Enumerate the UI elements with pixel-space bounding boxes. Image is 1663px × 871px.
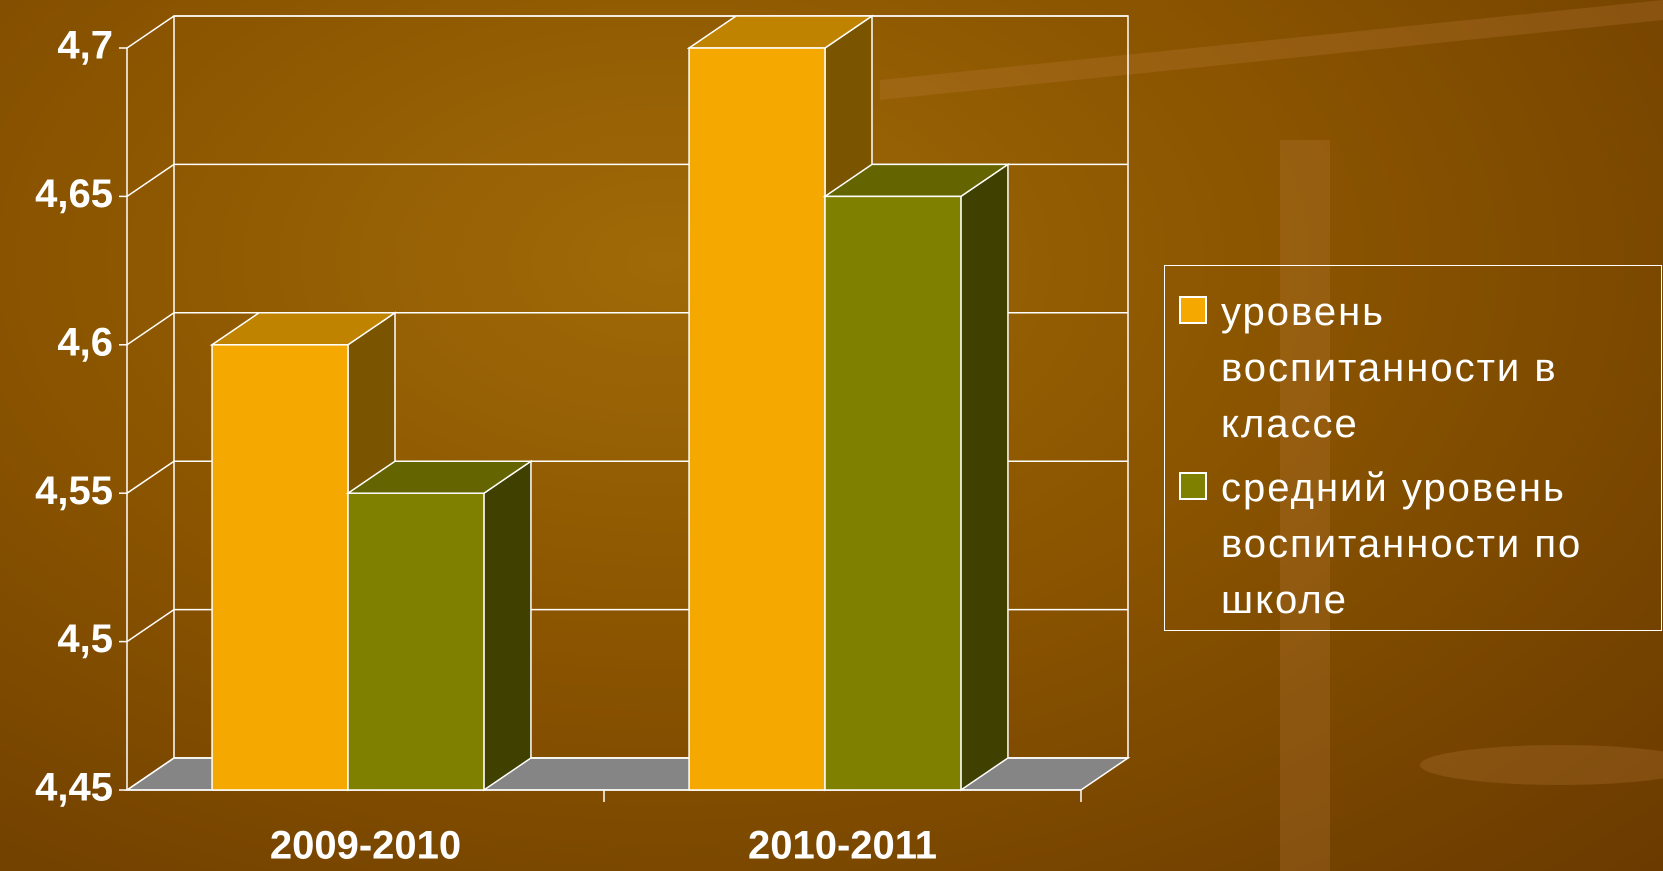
- page: 4,454,54,554,64,654,72009-20102010-2011 …: [0, 0, 1663, 871]
- y-tick-label: 4,6: [57, 320, 113, 364]
- y-tick-label: 4,45: [35, 766, 113, 810]
- bar-side: [961, 164, 1008, 790]
- legend-label: уровень воспитанности в классе: [1221, 284, 1651, 452]
- bar-side: [484, 461, 531, 790]
- legend-swatch: [1179, 472, 1207, 500]
- bar: [689, 48, 825, 790]
- grid-line: [127, 461, 174, 493]
- legend-label: средний уровень воспитанности по школе: [1221, 460, 1651, 628]
- y-tick-label: 4,7: [57, 24, 113, 68]
- grid-line: [127, 313, 174, 345]
- x-tick-label: 2010-2011: [748, 824, 937, 868]
- grid-line: [127, 16, 174, 48]
- legend-swatch: [1179, 296, 1207, 324]
- legend-item: уровень воспитанности в классе: [1179, 284, 1651, 452]
- grid-line: [127, 610, 174, 642]
- legend-item: средний уровень воспитанности по школе: [1179, 460, 1651, 628]
- grid-line: [127, 164, 174, 196]
- x-tick-label: 2009-2010: [270, 824, 461, 868]
- y-tick-label: 4,55: [35, 469, 113, 513]
- bar: [348, 493, 484, 790]
- y-tick-label: 4,5: [57, 617, 113, 661]
- y-tick-label: 4,65: [35, 172, 113, 216]
- bar: [825, 196, 961, 790]
- bar: [212, 345, 348, 790]
